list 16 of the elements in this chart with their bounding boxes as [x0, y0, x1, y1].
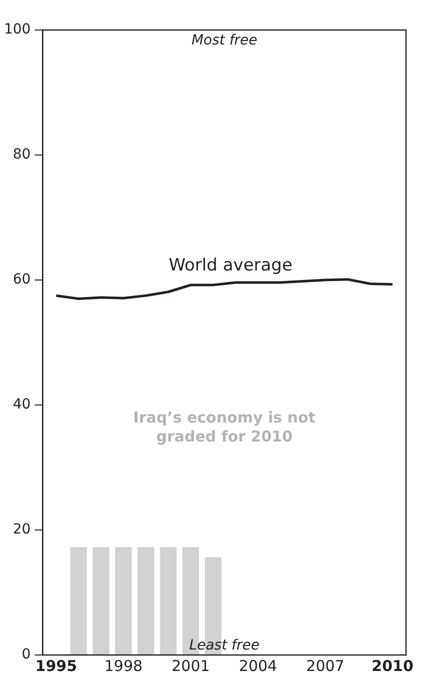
series-label: World average — [168, 255, 292, 276]
y-tick-label: 0 — [22, 646, 31, 663]
x-tick-label: 1998 — [104, 656, 143, 675]
y-tick-label: 80 — [12, 146, 31, 163]
x-tick-label: 2010 — [372, 656, 414, 675]
x-tick-label: 2007 — [306, 656, 344, 675]
y-tick-label: 60 — [12, 272, 31, 288]
annotation: Least free — [189, 638, 260, 654]
x-tick-label: 2004 — [238, 656, 278, 675]
annotation: Most free — [191, 32, 258, 49]
y-tick-label: 20 — [12, 522, 31, 538]
y-tick-label: 40 — [12, 396, 31, 413]
y-tick-label: 100 — [4, 22, 31, 38]
x-tick-label: 2001 — [172, 656, 210, 675]
annotation: Iraq’s economy is not graded for 2010 — [133, 408, 316, 446]
x-tick-label: 1995 — [35, 656, 78, 675]
